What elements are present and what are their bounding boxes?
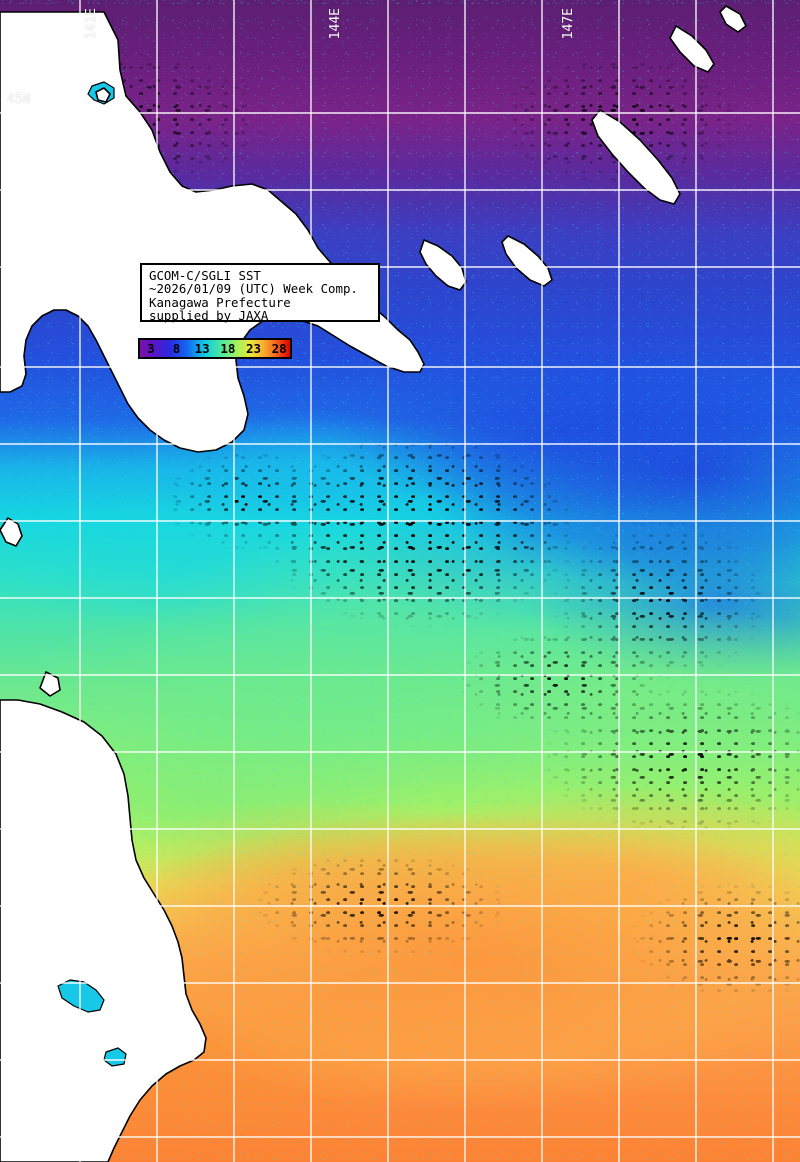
kuril-islet-a <box>719 5 747 33</box>
sst-colorbar-ticks: 3 8 13 18 23 28 <box>138 338 292 359</box>
lat-label-45n: 45N <box>7 92 31 107</box>
colorbar-tick-23: 23 <box>245 341 262 356</box>
kunashiri-island <box>501 235 553 287</box>
okushiri-island <box>0 517 23 547</box>
honshu-land <box>0 699 207 1162</box>
etorofu-island <box>591 109 681 205</box>
sst-colorbar <box>138 338 292 359</box>
legend-info-box: GCOM-C/SGLI SST ~2026/01/09 (UTC) Week C… <box>140 263 380 324</box>
legend-line-date: ~2026/01/09 (UTC) Week Comp. <box>149 281 358 297</box>
legend-line-supplier: supplied by JAXA <box>149 308 269 324</box>
legend-line-product: GCOM-C/SGLI SST <box>149 268 261 283</box>
lon-label-147e: 147E <box>561 8 576 40</box>
islet-west-a <box>39 671 61 697</box>
colorbar-tick-8: 8 <box>172 341 181 356</box>
colorbar-tick-18: 18 <box>220 341 236 356</box>
legend-line-region: Kanagawa Prefecture <box>149 294 291 310</box>
colorbar-tick-3: 3 <box>147 341 155 356</box>
graticule-vertical-lines <box>79 0 774 1162</box>
graticule-horizontal-lines <box>0 112 800 1138</box>
lon-label-144e: 144E <box>328 8 343 40</box>
lon-label-141e: 141E <box>84 8 99 40</box>
shiretoko-peninsula <box>419 239 467 291</box>
colorbar-tick-13: 13 <box>194 341 210 356</box>
mutsu-bay-water <box>57 979 105 1013</box>
colorbar-tick-28: 28 <box>271 341 287 356</box>
rishiri-island <box>95 87 111 103</box>
